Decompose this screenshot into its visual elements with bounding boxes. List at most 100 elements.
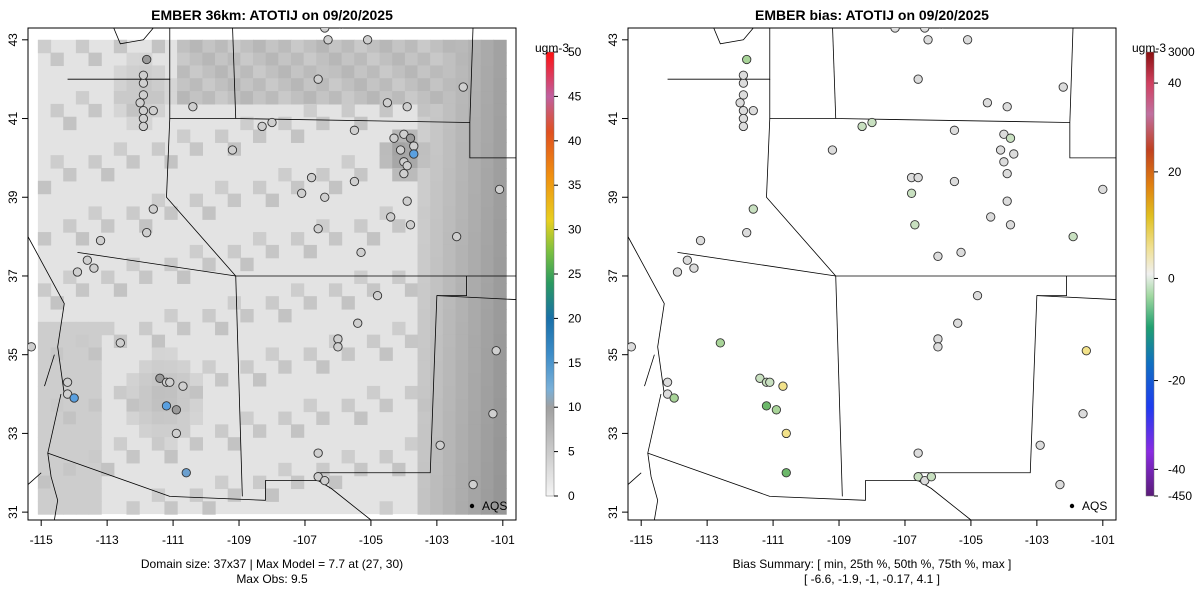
model-cell	[50, 103, 64, 118]
site-point	[923, 35, 933, 45]
model-cell	[468, 116, 482, 131]
model-cell	[240, 257, 254, 272]
site-point	[69, 393, 79, 403]
model-cell	[430, 78, 444, 92]
model-cell	[126, 501, 140, 515]
model-cell	[442, 193, 457, 208]
model-cell	[442, 103, 457, 118]
model-cell	[480, 334, 495, 349]
model-cell	[189, 142, 204, 156]
model-cell	[417, 91, 431, 105]
model-cell	[341, 103, 355, 118]
model-cell	[164, 360, 178, 374]
model-cell	[493, 193, 507, 208]
model-cell	[455, 437, 469, 451]
x-tick-label: -105	[959, 533, 983, 547]
site-point	[458, 82, 468, 92]
site-point	[982, 98, 993, 108]
model-cell	[253, 52, 267, 67]
model-cell	[442, 116, 457, 131]
model-cell	[227, 52, 241, 67]
plot-frame	[27, 27, 517, 521]
model-cell	[417, 501, 431, 515]
model-cell	[468, 501, 482, 515]
model-cell	[328, 283, 343, 297]
model-cell	[455, 167, 469, 182]
model-cell	[430, 411, 444, 425]
model-cell	[354, 116, 368, 131]
model-cell	[278, 65, 292, 79]
model-cell	[101, 167, 115, 182]
model-cell	[480, 501, 495, 515]
model-cell	[328, 232, 343, 246]
model-cell	[151, 424, 166, 438]
model-cell	[50, 488, 64, 502]
site-point	[138, 78, 149, 88]
model-cell	[480, 321, 495, 336]
model-cell	[430, 308, 444, 323]
state-boundary-line	[769, 79, 836, 119]
x-tick-label: -115	[30, 533, 53, 547]
model-cell	[442, 91, 457, 105]
model-cell	[354, 411, 368, 425]
model-cell	[63, 488, 77, 502]
model-cell	[455, 475, 469, 490]
model-cell	[480, 232, 495, 246]
site-point	[494, 184, 505, 195]
colorbar-tick-label: 40	[1168, 76, 1182, 90]
model-cell	[303, 347, 317, 361]
model-cell	[63, 321, 77, 336]
model-cell	[480, 308, 495, 323]
model-cell	[392, 52, 406, 67]
model-cell	[215, 52, 229, 67]
model-cell	[417, 155, 431, 169]
model-cell	[164, 257, 178, 272]
model-cell	[417, 52, 431, 67]
model-cell	[316, 411, 330, 425]
model-cell	[177, 411, 191, 425]
model-cell	[455, 321, 469, 336]
model-cell	[480, 206, 495, 220]
model-cell	[442, 321, 457, 336]
site-point	[148, 106, 158, 116]
model-cell	[75, 334, 90, 349]
model-cell	[417, 232, 431, 246]
model-cell	[37, 283, 52, 297]
model-cell	[126, 52, 140, 67]
model-cell	[493, 39, 507, 54]
site-point	[890, 28, 900, 33]
model-cell	[88, 347, 102, 361]
site-point	[986, 212, 996, 222]
model-cell	[480, 39, 495, 54]
model-cell	[88, 385, 102, 400]
state-boundary-line	[47, 453, 59, 520]
model-cell	[113, 78, 128, 92]
model-cell	[177, 360, 191, 374]
legend-marker	[1069, 503, 1075, 509]
model-cell	[75, 347, 90, 361]
model-cell	[430, 257, 444, 272]
model-cell	[379, 103, 393, 118]
state-boundary-line	[628, 472, 642, 485]
model-cell	[240, 52, 254, 67]
model-cell	[417, 129, 431, 143]
model-cell	[455, 283, 469, 297]
model-cell	[50, 334, 64, 349]
model-cell	[265, 39, 279, 54]
model-cell	[303, 244, 317, 259]
site-point	[468, 479, 478, 490]
model-cell	[151, 398, 166, 413]
model-cell	[151, 411, 166, 425]
model-cell	[442, 411, 457, 425]
model-cell	[75, 398, 90, 413]
site-point	[89, 263, 99, 273]
y-tick-label: 37	[6, 269, 20, 283]
model-cell	[177, 65, 191, 79]
state-boundary-line	[713, 28, 754, 45]
model-cell	[37, 437, 52, 451]
site-point	[161, 401, 172, 411]
model-cell	[430, 206, 444, 220]
model-cell	[101, 321, 115, 336]
colorbar-tick-label: 40	[568, 134, 582, 148]
model-cell	[442, 270, 457, 284]
